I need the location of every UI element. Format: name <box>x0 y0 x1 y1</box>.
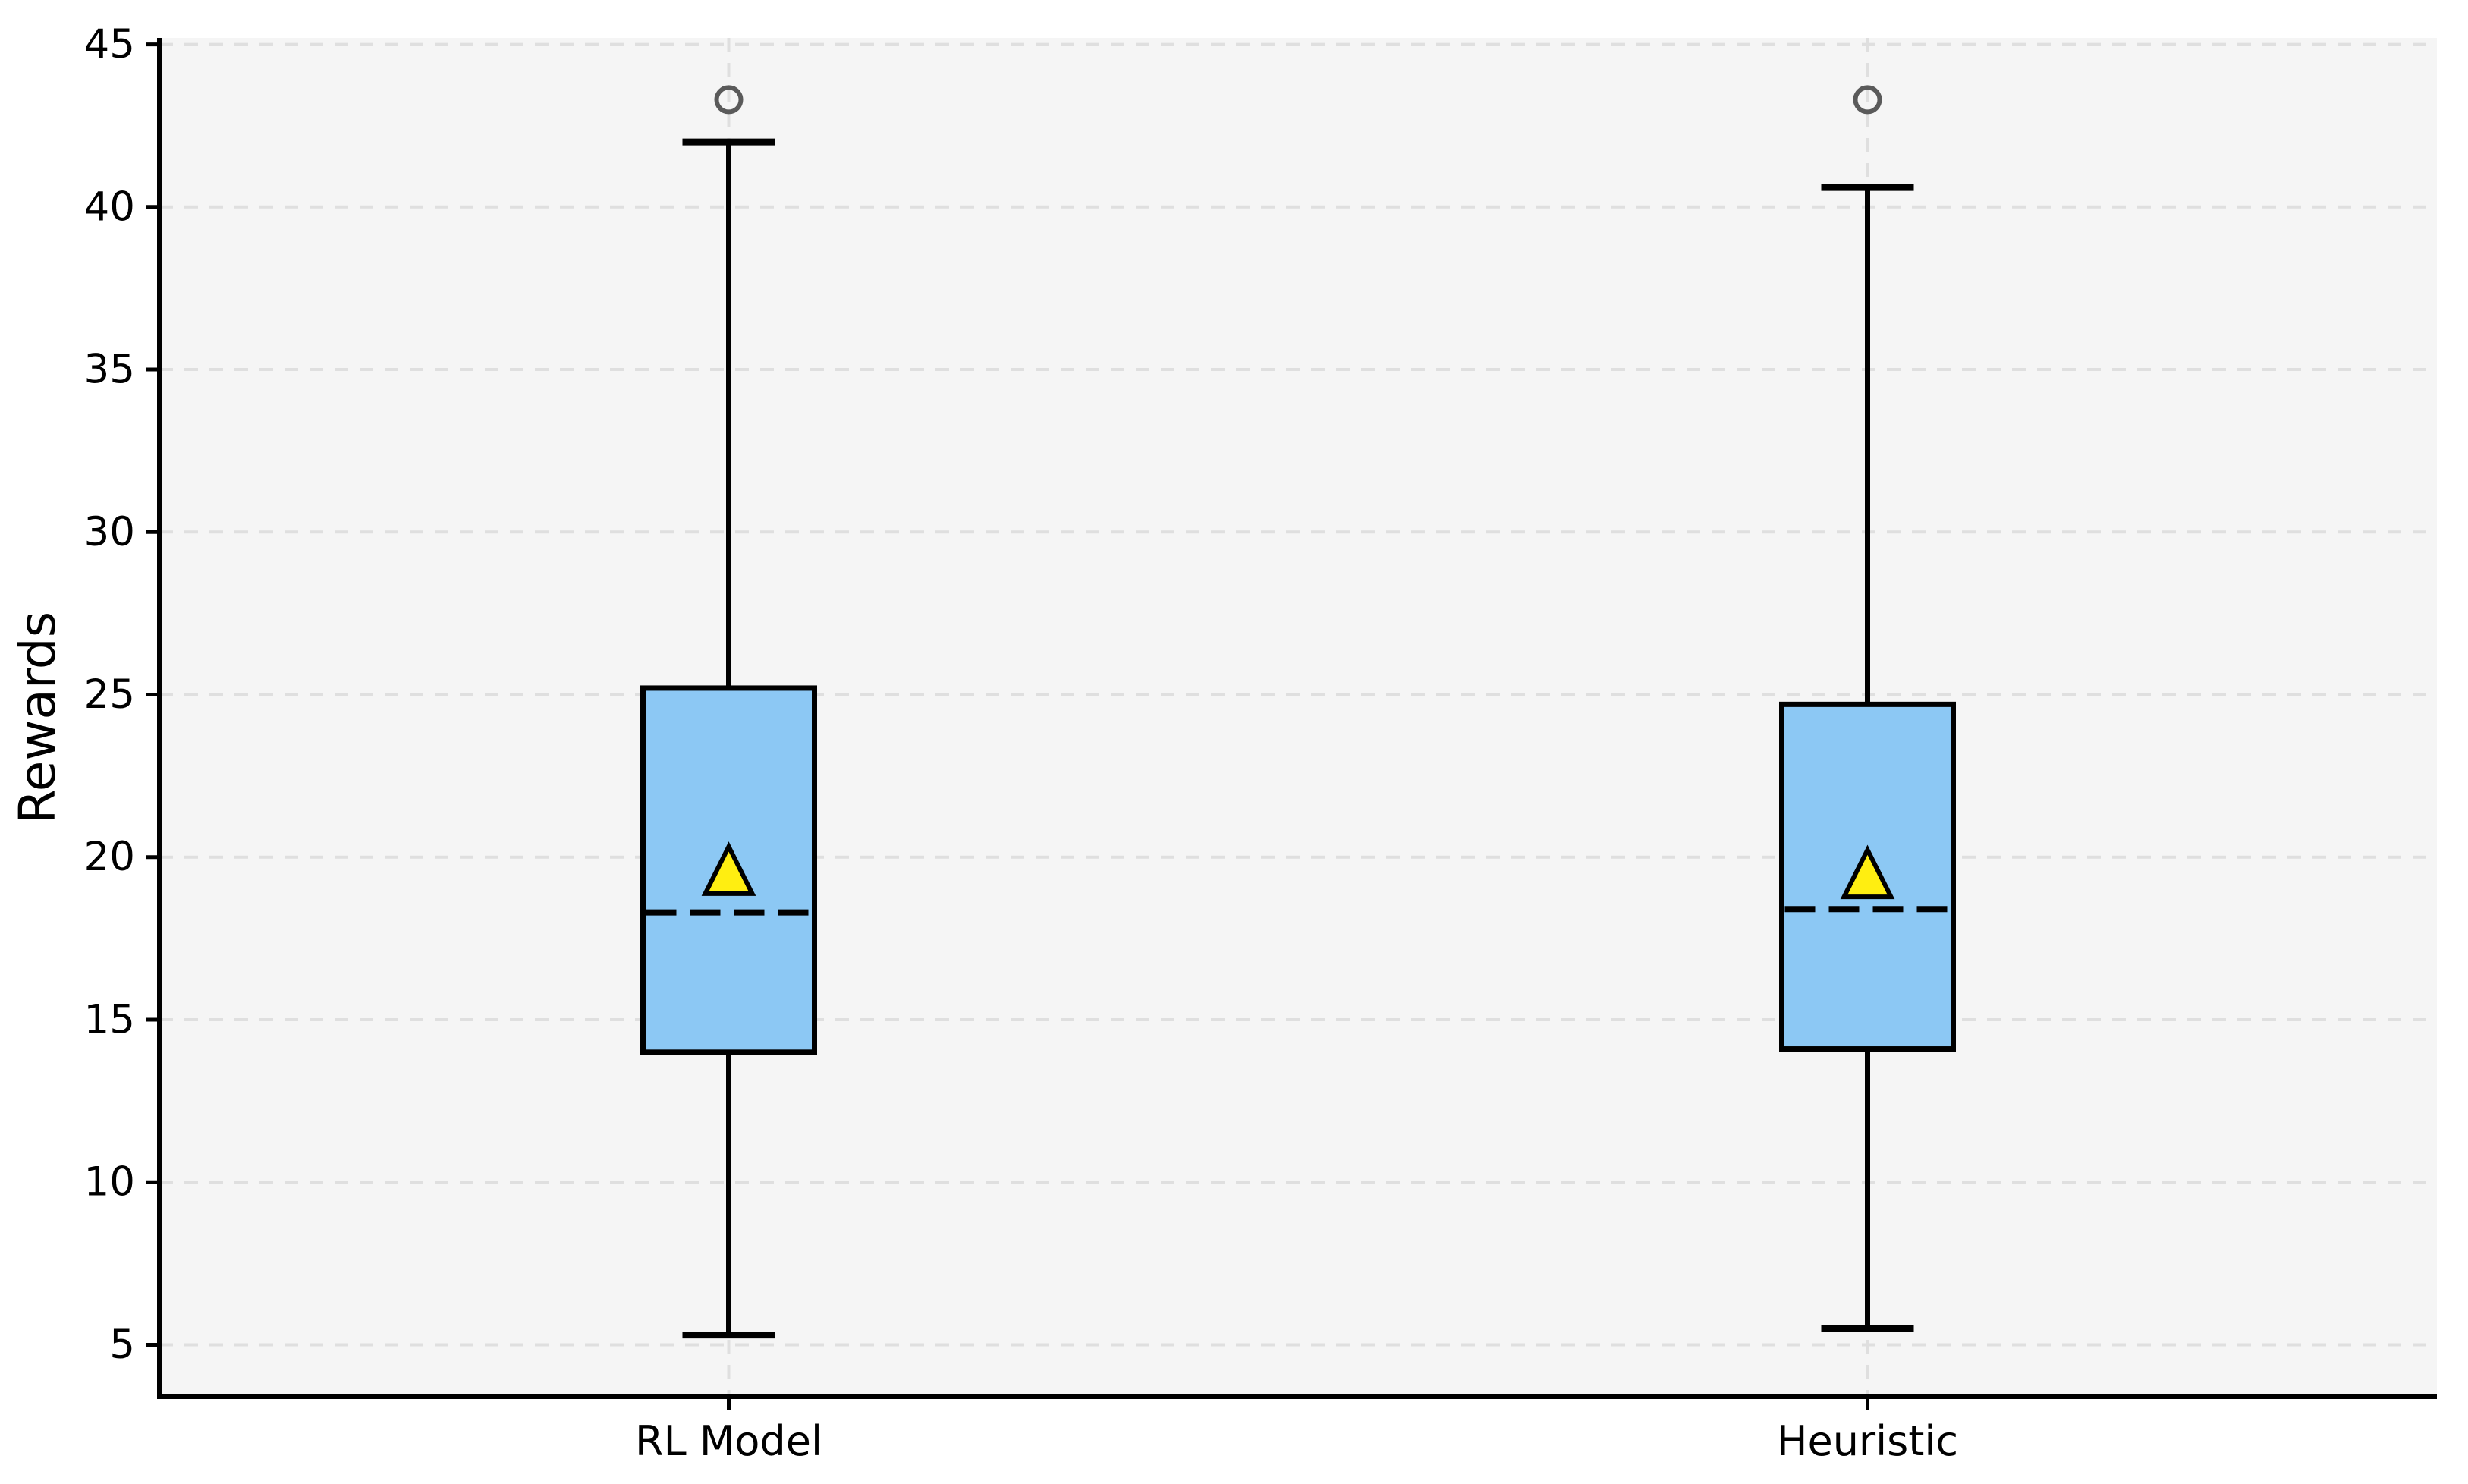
plot-background-layer <box>159 38 2437 1397</box>
mean-marker <box>701 841 756 896</box>
x-tick-label: Heuristic <box>1777 1417 1958 1465</box>
plot-panel <box>159 38 2437 1397</box>
y-tick-label: 10 <box>84 1159 135 1206</box>
y-tick-label: 20 <box>84 834 135 880</box>
y-tick-label: 30 <box>84 509 135 555</box>
y-tick-label: 40 <box>84 184 135 230</box>
outlier-point <box>714 85 744 115</box>
y-axis-label: Rewards <box>8 612 67 824</box>
box-heuristic <box>1779 85 1956 1332</box>
gridline-layer <box>159 38 2437 1397</box>
y-tick-label: 45 <box>84 21 135 68</box>
axes-layer: 5 10 15 20 25 30 35 40 45 RL Model Heuristic <box>84 21 2437 1465</box>
x-tick-label: RL Model <box>635 1417 822 1465</box>
y-tick-label: 5 <box>109 1322 135 1368</box>
y-tick-label: 25 <box>84 671 135 718</box>
box-rl-model <box>640 85 817 1339</box>
boxplot-layer <box>640 85 1956 1339</box>
mean-marker <box>1840 844 1895 900</box>
y-tick-label: 15 <box>84 996 135 1042</box>
y-tick-label: 35 <box>84 347 135 393</box>
outlier-point <box>1853 85 1882 115</box>
